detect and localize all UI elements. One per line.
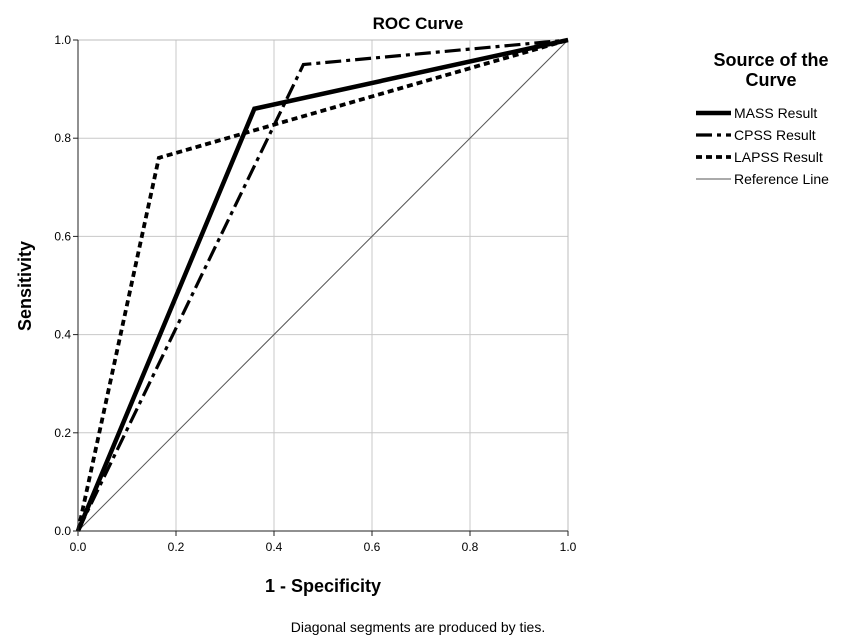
chart-title: ROC Curve — [373, 14, 464, 33]
x-tick-labels: 0.0 0.2 0.4 0.6 0.8 1.0 — [70, 540, 577, 554]
x-tick-label: 0.2 — [168, 540, 185, 554]
legend-title: Source of the Curve — [713, 50, 828, 90]
x-tick-label: 0.6 — [364, 540, 381, 554]
y-tick-label: 0.6 — [54, 229, 71, 243]
y-tick-label: 0.4 — [54, 328, 71, 342]
series-line-mass-result — [75, 37, 569, 532]
legend: Source of the Curve MASS Result CPSS Resul… — [696, 50, 829, 187]
x-tick-label: 1.0 — [560, 540, 577, 554]
y-tick-label: 0.8 — [54, 131, 71, 145]
x-tick-label: 0.0 — [70, 540, 87, 554]
legend-label-lapss-result: LAPSS Result — [734, 149, 823, 165]
series-line-lapss-result — [76, 38, 569, 532]
y-tick-label: 1.0 — [54, 33, 71, 47]
legend-title-line: Curve — [745, 70, 796, 90]
series-line-reference-line — [77, 39, 569, 532]
legend-label-cpss-result: CPSS Result — [734, 127, 816, 143]
legend-label-reference-line: Reference Line — [734, 171, 829, 187]
series-layer — [75, 37, 569, 532]
y-tick-label: 0.0 — [54, 524, 71, 538]
footnote: Diagonal segments are produced by ties. — [291, 619, 545, 635]
x-tick-label: 0.8 — [462, 540, 479, 554]
series-line-cpss-result — [76, 38, 569, 532]
y-tick-labels: 0.0 0.2 0.4 0.6 0.8 1.0 — [54, 33, 71, 538]
x-tick-label: 0.4 — [266, 540, 283, 554]
legend-items: MASS Result CPSS Result LAPSS Result Refere… — [696, 105, 829, 187]
y-tick-label: 0.2 — [54, 426, 71, 440]
legend-label-mass-result: MASS Result — [734, 105, 817, 121]
axes — [73, 39, 569, 536]
legend-title-line: Source of the — [713, 50, 828, 70]
y-axis-title: Sensitivity — [15, 241, 35, 331]
x-axis-title: 1 - Specificity — [265, 576, 381, 596]
